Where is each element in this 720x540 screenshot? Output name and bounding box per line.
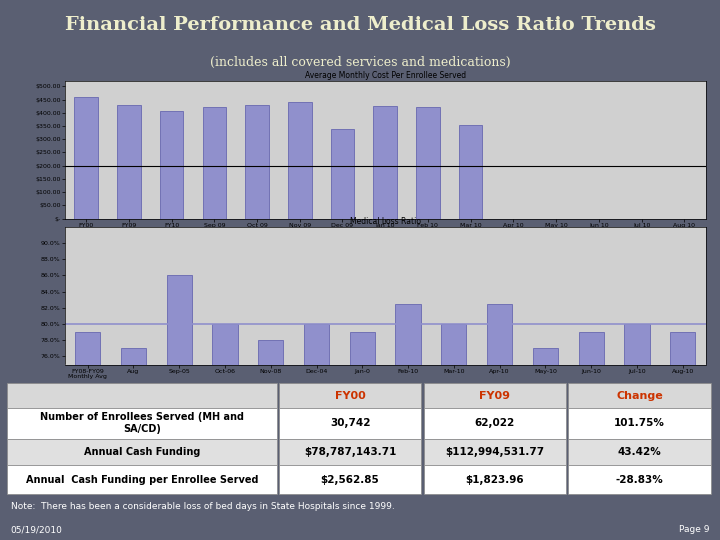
Bar bbox=[459, 125, 482, 219]
Bar bbox=[330, 129, 354, 219]
Text: 43.42%: 43.42% bbox=[618, 447, 661, 457]
Bar bbox=[166, 275, 192, 540]
Text: 62,022: 62,022 bbox=[474, 418, 515, 428]
Bar bbox=[202, 107, 226, 219]
Text: 30,742: 30,742 bbox=[330, 418, 370, 428]
Text: FY00: FY00 bbox=[335, 390, 366, 401]
Bar bbox=[395, 303, 420, 540]
Bar bbox=[288, 102, 312, 219]
Bar bbox=[74, 97, 98, 219]
Bar bbox=[117, 105, 140, 219]
Text: Number of Enrollees Served (MH and
SA/CD): Number of Enrollees Served (MH and SA/CD… bbox=[40, 413, 244, 434]
Bar bbox=[279, 383, 421, 408]
Bar bbox=[258, 340, 284, 540]
Text: Change: Change bbox=[616, 390, 663, 401]
Text: $112,994,531.77: $112,994,531.77 bbox=[445, 447, 544, 457]
Bar bbox=[670, 332, 696, 540]
Bar bbox=[121, 348, 146, 540]
Bar bbox=[7, 408, 276, 438]
Bar bbox=[279, 408, 421, 438]
Text: Page 9: Page 9 bbox=[679, 525, 709, 535]
Bar bbox=[568, 383, 711, 408]
Bar bbox=[624, 324, 649, 540]
Text: Annual Cash Funding: Annual Cash Funding bbox=[84, 447, 200, 457]
Bar bbox=[75, 332, 100, 540]
Bar bbox=[7, 465, 276, 494]
Bar bbox=[441, 324, 467, 540]
Bar bbox=[579, 332, 604, 540]
Bar bbox=[568, 438, 711, 465]
Text: $2,562.85: $2,562.85 bbox=[320, 475, 379, 485]
Bar bbox=[7, 383, 276, 408]
Bar bbox=[487, 303, 512, 540]
Text: -28.83%: -28.83% bbox=[616, 475, 663, 485]
Text: Annual  Cash Funding per Enrollee Served: Annual Cash Funding per Enrollee Served bbox=[26, 475, 258, 485]
Bar bbox=[533, 348, 558, 540]
Bar bbox=[416, 107, 440, 219]
Text: $78,787,143.71: $78,787,143.71 bbox=[304, 447, 396, 457]
Bar bbox=[246, 105, 269, 219]
Bar bbox=[374, 106, 397, 219]
Title: Medical Loss Ratio: Medical Loss Ratio bbox=[350, 217, 420, 226]
Text: (includes all covered services and medications): (includes all covered services and medic… bbox=[210, 56, 510, 69]
Bar bbox=[350, 332, 375, 540]
Bar bbox=[423, 408, 566, 438]
Text: Note:  There has been a considerable loss of bed days in State Hospitals since 1: Note: There has been a considerable loss… bbox=[11, 502, 395, 511]
Bar bbox=[423, 383, 566, 408]
Bar bbox=[304, 324, 329, 540]
Title: Average Monthly Cost Per Enrollee Served: Average Monthly Cost Per Enrollee Served bbox=[305, 71, 466, 80]
Bar bbox=[423, 465, 566, 494]
Text: 101.75%: 101.75% bbox=[614, 418, 665, 428]
Text: FY09: FY09 bbox=[480, 390, 510, 401]
Bar bbox=[160, 111, 184, 219]
Bar bbox=[279, 438, 421, 465]
Bar bbox=[212, 324, 238, 540]
Bar bbox=[279, 465, 421, 494]
Text: 05/19/2010: 05/19/2010 bbox=[11, 525, 63, 535]
Bar bbox=[568, 408, 711, 438]
Text: Financial Performance and Medical Loss Ratio Trends: Financial Performance and Medical Loss R… bbox=[65, 16, 655, 33]
Text: $1,823.96: $1,823.96 bbox=[465, 475, 524, 485]
Bar bbox=[568, 465, 711, 494]
Bar bbox=[423, 438, 566, 465]
Bar bbox=[7, 438, 276, 465]
